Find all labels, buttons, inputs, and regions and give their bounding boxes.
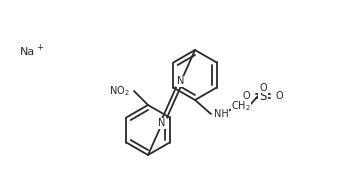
Text: +: + [36, 42, 43, 52]
Text: O: O [242, 91, 250, 101]
Text: NH: NH [214, 109, 229, 119]
Text: Na: Na [20, 47, 35, 57]
Text: O: O [276, 91, 284, 101]
Text: O: O [259, 83, 267, 93]
Text: CH$_2$: CH$_2$ [231, 99, 251, 113]
Text: N: N [177, 77, 185, 86]
Text: S: S [259, 89, 267, 102]
Text: N: N [158, 118, 166, 129]
Text: NO$_2$: NO$_2$ [110, 84, 130, 98]
